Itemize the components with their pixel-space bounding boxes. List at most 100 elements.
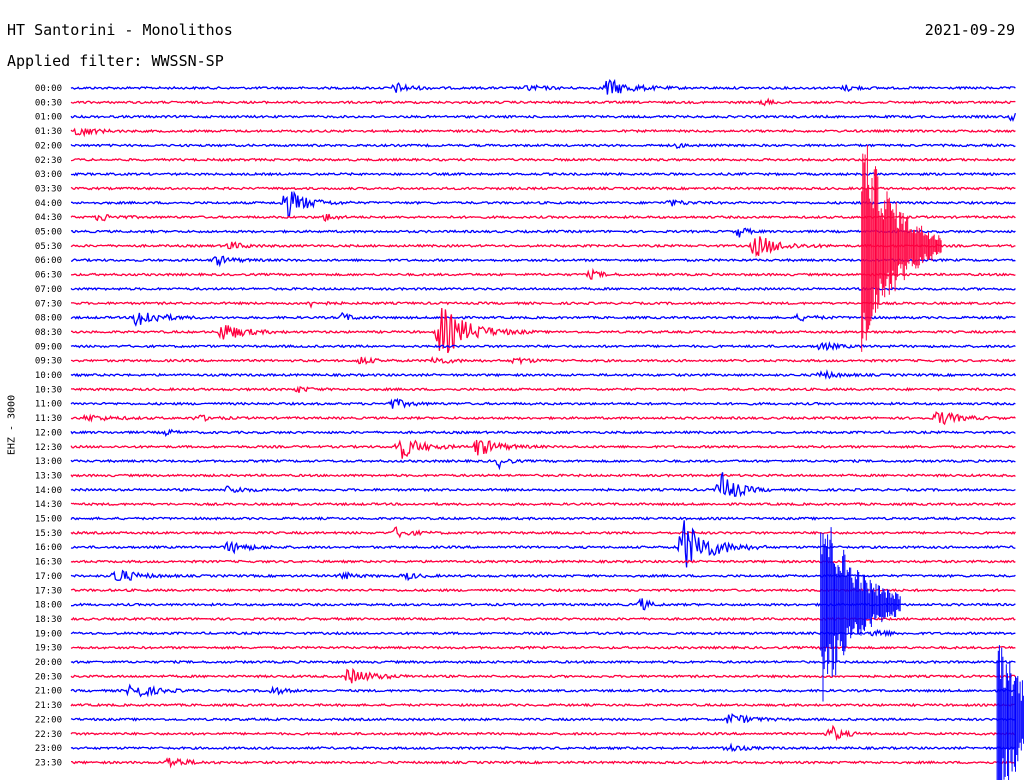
time-tick-label: 12:00 <box>35 428 62 438</box>
trace-line <box>70 520 1016 568</box>
time-tick-label: 02:30 <box>35 156 62 166</box>
time-tick-label: 06:30 <box>35 271 62 281</box>
time-tick-label: 14:30 <box>35 500 62 510</box>
time-tick-label: 02:00 <box>35 141 62 151</box>
trace-line <box>70 286 1016 292</box>
time-tick-label: 18:00 <box>35 601 62 611</box>
time-tick-label: 17:30 <box>35 586 62 596</box>
trace-line <box>70 559 1016 564</box>
time-tick-label: 17:00 <box>35 572 62 582</box>
trace-line <box>70 473 1016 478</box>
trace-line <box>70 171 1016 177</box>
time-tick-label: 08:30 <box>35 328 62 338</box>
trace-line <box>70 683 1016 698</box>
time-tick-label: 15:00 <box>35 515 62 525</box>
time-tick-label: 22:00 <box>35 715 62 725</box>
time-tick-label: 22:30 <box>35 730 62 740</box>
trace-line <box>70 628 1016 638</box>
time-tick-label: 01:00 <box>35 113 62 123</box>
trace-line <box>70 267 1016 280</box>
trace-line <box>70 439 1016 459</box>
time-tick-label: 06:00 <box>35 256 62 266</box>
trace-line <box>70 236 1016 258</box>
time-tick-label: 09:30 <box>35 357 62 367</box>
trace-line <box>70 300 1016 309</box>
trace-line <box>71 190 1016 219</box>
time-tick-label: 13:00 <box>35 457 62 467</box>
time-tick-label: 05:30 <box>35 242 62 252</box>
trace-line <box>70 311 1016 327</box>
time-tick-label: 12:30 <box>35 443 62 453</box>
time-tick-label: 20:00 <box>35 658 62 668</box>
time-tick-label: 20:30 <box>35 672 62 682</box>
station-title: HT Santorini - Monolithos <box>7 21 233 39</box>
trace-line <box>70 255 1016 268</box>
trace-line <box>70 411 1016 426</box>
trace-line <box>70 142 1016 150</box>
filter-label: Applied filter: WWSSN-SP <box>7 52 224 70</box>
trace-line <box>70 458 1016 471</box>
trace-line <box>70 616 1016 622</box>
time-tick-label: 13:30 <box>35 471 62 481</box>
trace-line <box>70 472 1016 498</box>
time-tick-label: 23:30 <box>35 758 62 768</box>
time-tick-label: 07:00 <box>35 285 62 295</box>
time-tick-label: 00:30 <box>35 98 62 108</box>
trace-line <box>70 385 1016 393</box>
major-event-burst <box>861 145 942 352</box>
trace-line <box>71 307 1016 354</box>
trace-line <box>70 659 1016 665</box>
time-tick-label: 18:30 <box>35 615 62 625</box>
trace-line <box>70 213 1016 223</box>
trace-line <box>70 713 1016 724</box>
trace-line <box>70 702 1016 708</box>
major-event-burst <box>996 645 1024 780</box>
trace-line <box>70 645 1016 651</box>
trace-line <box>70 186 1016 191</box>
trace-line <box>70 501 1016 507</box>
trace-line <box>70 428 1016 437</box>
seismic-traces <box>70 78 1024 780</box>
time-tick-label: 04:00 <box>35 199 62 209</box>
time-tick-label: 08:00 <box>35 314 62 324</box>
trace-line <box>70 113 1017 123</box>
trace-line <box>70 569 1016 582</box>
time-tick-label: 07:30 <box>35 299 62 309</box>
time-tick-label: 10:30 <box>35 385 62 395</box>
trace-line <box>70 724 1016 742</box>
time-tick-label: 21:00 <box>35 687 62 697</box>
time-tick-label: 14:00 <box>35 486 62 496</box>
time-tick-label: 05:00 <box>35 228 62 238</box>
time-tick-label: 03:30 <box>35 184 62 194</box>
trace-line <box>70 341 1016 352</box>
trace-line <box>70 397 1016 409</box>
trace-line <box>70 227 1016 238</box>
time-tick-label: 09:00 <box>35 342 62 352</box>
trace-line <box>70 97 1016 107</box>
trace-line <box>70 127 1016 138</box>
time-tick-label: 11:00 <box>35 400 62 410</box>
time-tick-label: 04:30 <box>35 213 62 223</box>
trace-line <box>71 757 1016 769</box>
time-tick-label: 19:30 <box>35 644 62 654</box>
time-tick-label: 23:00 <box>35 744 62 754</box>
trace-line <box>70 78 1016 95</box>
time-tick-label: 03:00 <box>35 170 62 180</box>
trace-line <box>70 157 1016 163</box>
major-event-burst <box>820 527 901 702</box>
time-tick-label: 01:30 <box>35 127 62 137</box>
time-tick-label: 00:00 <box>35 84 62 94</box>
trace-line <box>70 742 1016 753</box>
time-labels: 00:00 00:30 01:00 01:30 02:00 02:30 03:00 03:30… <box>35 84 62 768</box>
trace-line <box>70 516 1016 521</box>
date-label: 2021-09-29 <box>924 21 1015 39</box>
time-tick-label: 16:00 <box>35 543 62 553</box>
time-tick-label: 21:30 <box>35 701 62 711</box>
time-tick-label: 15:30 <box>35 529 62 539</box>
time-tick-label: 19:00 <box>35 629 62 639</box>
trace-line <box>70 369 1016 380</box>
time-tick-label: 16:30 <box>35 558 62 568</box>
time-tick-label: 10:00 <box>35 371 62 381</box>
trace-line <box>70 667 1016 684</box>
